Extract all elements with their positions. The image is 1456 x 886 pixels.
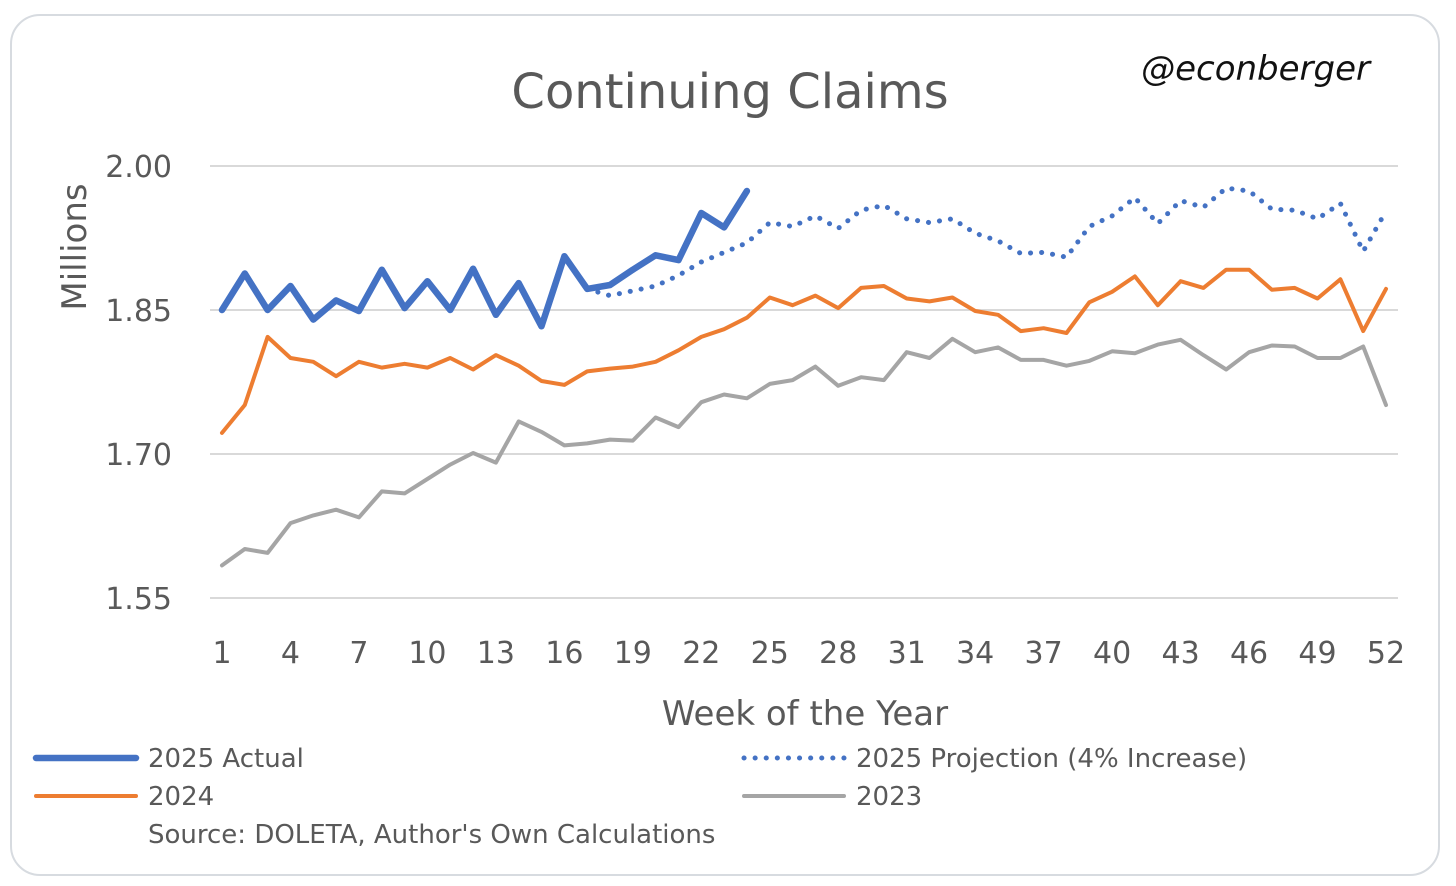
chart-card (10, 14, 1440, 876)
y-tick-label: 1.70 (105, 438, 172, 473)
x-tick-label: 28 (819, 636, 857, 671)
y-tick-label: 1.55 (105, 582, 172, 617)
x-tick-label: 49 (1298, 636, 1336, 671)
series-line-2024 (220, 267, 1388, 435)
x-tick-label: 40 (1093, 636, 1131, 671)
x-tick-label: 4 (281, 636, 300, 671)
watermark-handle: @econberger (1141, 49, 1372, 89)
legend-label-2025-projection: 2025 Projection (4% Increase) (856, 744, 1247, 774)
series-line-2025-actual (218, 187, 751, 330)
x-tick-label: 13 (477, 636, 515, 671)
x-tick-label: 10 (408, 636, 446, 671)
legend: 2025 Actual 2025 Projection (4% Increase… (32, 744, 1247, 812)
y-axis-label: Millions (55, 183, 95, 310)
series-lines (218, 185, 1389, 568)
series-line-2023 (220, 336, 1388, 568)
x-tick-label: 34 (956, 636, 994, 671)
x-tick-label: 7 (349, 636, 368, 671)
x-tick-label: 19 (614, 636, 652, 671)
x-tick-label: 25 (751, 636, 789, 671)
x-tick-label: 31 (888, 636, 926, 671)
y-tick-label: 2.00 (105, 150, 172, 185)
x-axis-label: Week of the Year (662, 694, 948, 734)
chart-title: Continuing Claims (511, 64, 948, 120)
x-axis-ticks: 1 4 7 10 13 16 19 22 25 28 31 34 37 40 43 46 49 52 (212, 636, 1405, 671)
x-tick-label: 1 (212, 636, 231, 671)
x-tick-label: 46 (1230, 636, 1268, 671)
x-tick-label: 22 (682, 636, 720, 671)
x-tick-label: 52 (1367, 636, 1405, 671)
source-note: Source: DOLETA, Author's Own Calculation… (148, 820, 715, 850)
y-axis-ticks: 1.55 1.70 1.85 2.00 (105, 150, 172, 617)
legend-label-2024: 2024 (148, 782, 214, 812)
x-tick-label: 43 (1161, 636, 1199, 671)
x-tick-label: 37 (1025, 636, 1063, 671)
x-tick-label: 16 (545, 636, 583, 671)
legend-label-2025-actual: 2025 Actual (148, 744, 304, 774)
legend-label-2023: 2023 (856, 782, 922, 812)
gridlines (210, 165, 1398, 599)
series-line-2025-projection-4-increase (584, 185, 1389, 299)
y-tick-label: 1.85 (105, 294, 172, 329)
